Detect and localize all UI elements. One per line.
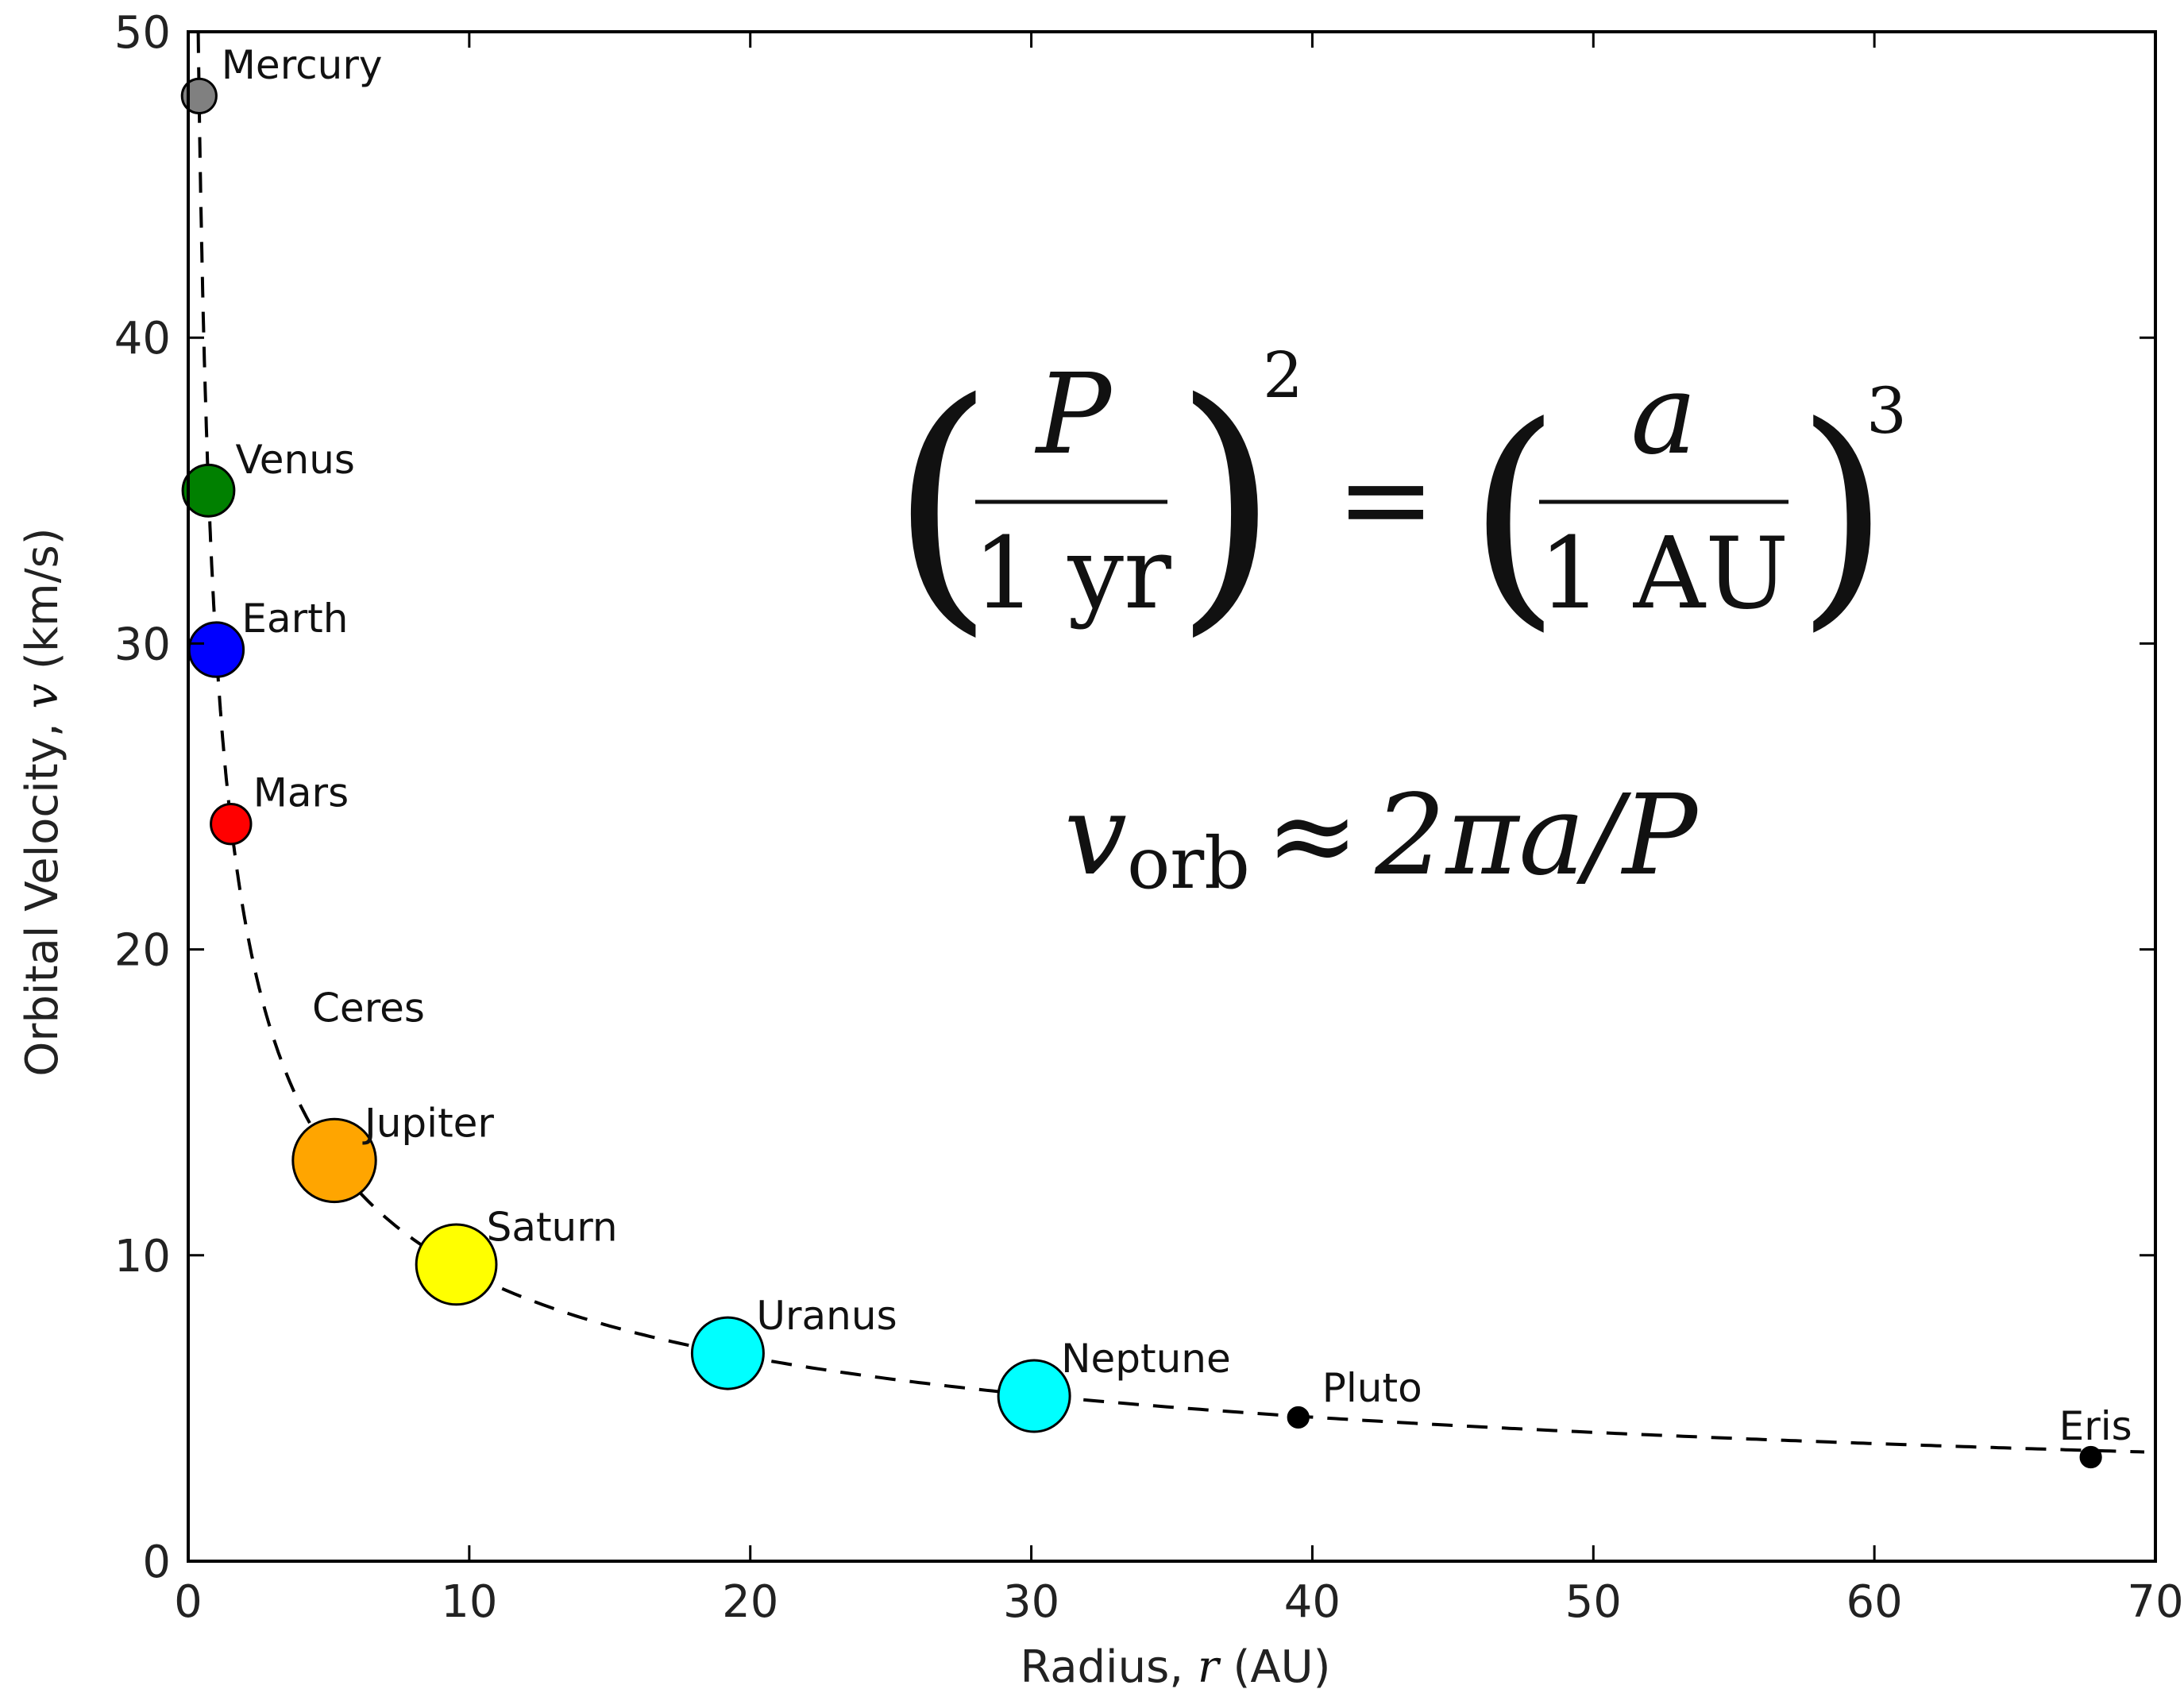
y-tick-label: 50 xyxy=(114,7,171,59)
x-tick-label: 50 xyxy=(1565,1576,1622,1628)
point-venus xyxy=(181,463,236,518)
x-tick-label: 60 xyxy=(1846,1576,1903,1628)
velocity-annotation: vorb ≈2πa/P xyxy=(1064,771,1700,905)
x-axis-variable: r xyxy=(1198,1641,1221,1693)
x-tick-label: 10 xyxy=(441,1576,497,1628)
kepler-rhs-denominator: 1 AU xyxy=(1539,516,1789,631)
label-mars: Mars xyxy=(253,770,349,816)
kepler-left-paren-close: ) xyxy=(1174,345,1279,660)
y-tick-label: 10 xyxy=(114,1231,171,1282)
plot-frame xyxy=(187,30,2157,1563)
y-axis-variable: v xyxy=(17,684,68,709)
label-venus: Venus xyxy=(235,437,355,483)
x-tick-label: 70 xyxy=(2127,1576,2183,1628)
label-uranus: Uranus xyxy=(756,1293,897,1339)
label-eris: Eris xyxy=(2059,1403,2132,1449)
point-mercury xyxy=(180,77,218,114)
x-tick-label: 40 xyxy=(1284,1576,1341,1628)
kepler-right-paren-close: ) xyxy=(1796,375,1889,652)
point-eris xyxy=(2079,1445,2102,1469)
x-tick-label: 0 xyxy=(174,1576,203,1628)
x-tick-label: 30 xyxy=(1003,1576,1059,1628)
point-mars xyxy=(210,802,253,846)
y-tick-label: 30 xyxy=(114,619,171,670)
y-axis-label: Orbital Velocity, v (km/s) xyxy=(17,527,68,1076)
label-jupiter: Jupiter xyxy=(362,1100,494,1146)
kepler-rhs-numerator: a xyxy=(1630,350,1696,480)
label-earth: Earth xyxy=(241,596,348,642)
kepler-rhs-exponent: 3 xyxy=(1866,374,1907,448)
kepler-right-paren-open: ( xyxy=(1468,375,1561,652)
kepler-lhs-exponent: 2 xyxy=(1263,338,1303,412)
points-layer xyxy=(180,77,2102,1469)
label-ceres: Ceres xyxy=(312,985,425,1031)
point-neptune xyxy=(997,1359,1071,1433)
point-jupiter xyxy=(291,1117,377,1204)
point-uranus xyxy=(690,1316,765,1390)
label-mercury: Mercury xyxy=(222,42,383,88)
y-tick-label: 0 xyxy=(142,1537,171,1588)
y-tick-label: 20 xyxy=(114,925,171,977)
label-neptune: Neptune xyxy=(1061,1336,1231,1382)
label-saturn: Saturn xyxy=(487,1204,618,1250)
label-pluto: Pluto xyxy=(1322,1365,1422,1411)
point-saturn xyxy=(415,1223,498,1306)
kepler-lhs-denominator: 1 yr xyxy=(973,516,1171,631)
fit-curve xyxy=(196,32,2145,1454)
kepler-equals: = xyxy=(1336,430,1436,569)
point-earth xyxy=(187,621,245,678)
velocity-formula: vorb ≈2πa/P xyxy=(1064,771,1700,905)
y-tick-label: 40 xyxy=(114,313,171,364)
fit-curve-layer xyxy=(196,32,2145,1454)
ticks-layer: 0 10 20 30 40 50 60 70 0 10 20 30 40 50 xyxy=(114,7,2184,1628)
point-labels-layer: Mercury Venus Earth Mars Ceres Jupiter Saturn U… xyxy=(222,42,2132,1449)
point-pluto xyxy=(1287,1406,1310,1429)
x-axis-label: Radius, r (AU) xyxy=(1021,1641,1331,1693)
kepler-law-annotation: ( P 1 yr ) 2 = ( a 1 AU ) 3 xyxy=(889,338,1907,660)
x-tick-label: 20 xyxy=(722,1576,778,1628)
kepler-lhs-numerator: P xyxy=(1034,350,1113,480)
